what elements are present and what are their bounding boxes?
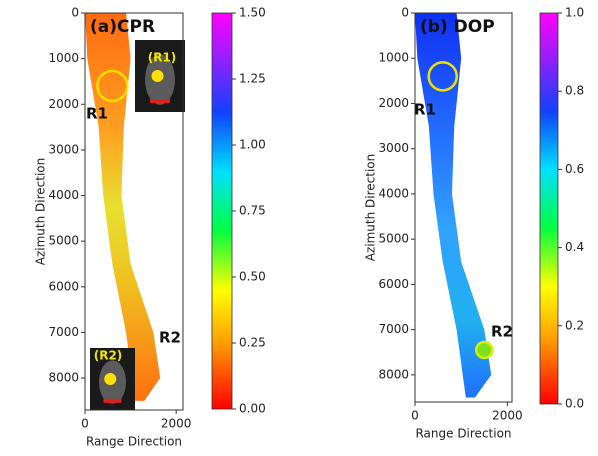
y-tick-label: 1000 (378, 51, 409, 65)
colorbar-tick-label: 1.25 (239, 72, 266, 86)
colorbar (211, 12, 233, 410)
x-tick-label: 0 (411, 409, 419, 423)
region-label: R2 (159, 329, 181, 347)
inset-mark (150, 99, 170, 104)
y-tick-label: 8000 (48, 371, 79, 385)
y-tick-label: 0 (401, 6, 409, 20)
plot-frame (414, 12, 513, 403)
y-tick-label: 3000 (48, 142, 79, 156)
x-tick-label: 0 (81, 417, 89, 431)
plot-frame (84, 12, 184, 411)
x-tick-label: 2000 (492, 409, 523, 423)
colorbar-tick-label: 0.25 (239, 336, 266, 350)
colorbar-tick-label: 0.75 (239, 204, 266, 218)
region-circle (96, 69, 129, 103)
y-tick-label: 2000 (378, 96, 409, 110)
inset-dot (104, 373, 117, 385)
colorbar-tick-label: 0.50 (239, 270, 266, 284)
colorbar-tick-label: 0.4 (565, 240, 584, 254)
colorbar-tick-label: 1.00 (239, 138, 266, 152)
y-tick-label: 7000 (48, 325, 79, 339)
colorbar-tick-label: 0.0 (565, 397, 584, 411)
x-tick-label: 2000 (161, 417, 192, 431)
inset-dot (151, 70, 164, 82)
inset-label: (R2) (94, 349, 123, 363)
colorbar-tick-label: 0.6 (565, 162, 584, 176)
image-strip (85, 13, 161, 401)
y-tick-label: 6000 (378, 277, 409, 291)
inset-label: (R1) (148, 51, 177, 65)
x-axis-label: Range Direction (86, 435, 182, 449)
y-tick-label: 3000 (378, 141, 409, 155)
y-tick-label: 5000 (48, 234, 79, 248)
y-tick-label: 8000 (378, 367, 409, 381)
colorbar-tick-label: 1.50 (239, 6, 266, 20)
x-axis-label: Range Direction (415, 427, 511, 441)
colorbar (539, 12, 559, 405)
colorbar-tick-label: 0.2 (565, 318, 584, 332)
y-tick-label: 7000 (378, 322, 409, 336)
region-label: R2 (491, 323, 513, 341)
image-strip (415, 13, 492, 398)
y-tick-label: 4000 (48, 188, 79, 202)
y-tick-label: 0 (71, 6, 79, 20)
colorbar-tick-label: 0.00 (239, 402, 266, 416)
region-circle (475, 340, 494, 360)
y-tick-label: 5000 (378, 232, 409, 246)
panel-title: (a)CPR (90, 17, 155, 37)
region-circle (427, 61, 458, 92)
colorbar-tick-label: 1.0 (565, 6, 584, 20)
region-label: R1 (86, 105, 108, 123)
y-tick-label: 4000 (378, 186, 409, 200)
panel-title: (b) DOP (420, 17, 495, 37)
y-axis-label: Azimuth Direction (364, 154, 378, 261)
region-label: R1 (414, 101, 436, 119)
colorbar-tick-label: 0.8 (565, 84, 584, 98)
inset-mark (103, 398, 122, 403)
y-tick-label: 2000 (48, 97, 79, 111)
y-tick-label: 6000 (48, 279, 79, 293)
y-tick-label: 1000 (48, 51, 79, 65)
y-axis-label: Azimuth Direction (34, 158, 48, 265)
